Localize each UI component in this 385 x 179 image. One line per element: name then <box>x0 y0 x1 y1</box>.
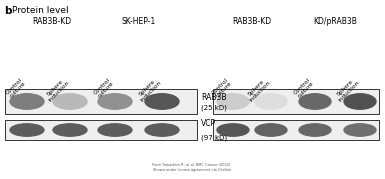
Ellipse shape <box>10 94 44 109</box>
Text: SK-HEP-1: SK-HEP-1 <box>122 17 156 26</box>
Text: Sphere
induction: Sphere induction <box>44 77 70 103</box>
Ellipse shape <box>98 124 132 136</box>
Bar <box>5 120 197 140</box>
Text: Control
culture: Control culture <box>293 77 315 99</box>
Text: RAB3B-KD: RAB3B-KD <box>233 17 271 26</box>
Text: Sphere
induction: Sphere induction <box>245 77 271 103</box>
Ellipse shape <box>299 94 331 109</box>
Text: Control
culture: Control culture <box>211 77 233 99</box>
Text: (97 kD): (97 kD) <box>201 135 227 141</box>
Ellipse shape <box>299 124 331 136</box>
Ellipse shape <box>255 124 287 136</box>
Ellipse shape <box>217 94 249 109</box>
Text: KD/pRAB3B: KD/pRAB3B <box>313 17 357 26</box>
Ellipse shape <box>145 94 179 109</box>
Ellipse shape <box>344 94 376 109</box>
Ellipse shape <box>10 124 44 136</box>
Ellipse shape <box>255 94 287 109</box>
Text: RAB3B: RAB3B <box>201 93 226 101</box>
Text: RAB3B-KD: RAB3B-KD <box>32 17 72 26</box>
Ellipse shape <box>98 94 132 109</box>
Text: VCP: VCP <box>201 120 216 129</box>
Text: (25 kD): (25 kD) <box>201 105 227 111</box>
Text: b: b <box>4 6 12 16</box>
Ellipse shape <box>344 124 376 136</box>
Text: Control
culture: Control culture <box>93 77 115 99</box>
Ellipse shape <box>145 124 179 136</box>
Text: Sphere
induction: Sphere induction <box>136 77 162 103</box>
Ellipse shape <box>53 94 87 109</box>
Text: Sphere
induction: Sphere induction <box>334 77 360 103</box>
Text: Protein level: Protein level <box>12 6 69 15</box>
Text: Control
culture: Control culture <box>5 77 27 99</box>
Ellipse shape <box>217 124 249 136</box>
Bar <box>213 89 379 114</box>
Ellipse shape <box>53 124 87 136</box>
Text: From Tamashiro R, et al. BMC Cancer (2022).
Shown under license agreement via Ci: From Tamashiro R, et al. BMC Cancer (202… <box>152 163 232 172</box>
Bar <box>5 89 197 114</box>
Bar <box>213 120 379 140</box>
